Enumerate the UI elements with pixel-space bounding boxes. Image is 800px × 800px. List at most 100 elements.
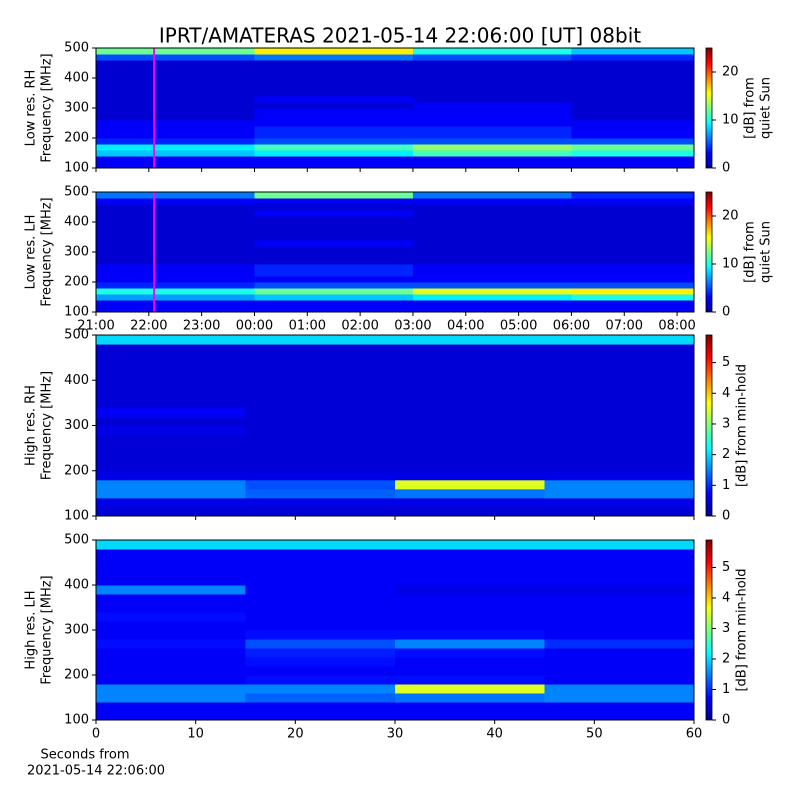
heat-cell [245,470,396,481]
heat-cell [96,204,255,211]
heat-cell [412,144,572,151]
heat-cell [245,693,396,703]
x-axis-label: 2021-05-14 22:06:00 [27,764,165,779]
heat-cell [395,639,545,649]
heat-cell [544,452,695,463]
colorbar-tick-label: 4 [722,590,730,605]
heat-cell [96,246,255,253]
heat-cell [96,138,255,145]
y-tick-label: 500 [64,185,89,200]
x-tick-label: 02:00 [341,319,378,334]
heat-cell [412,192,572,199]
heat-cell [395,702,545,712]
heat-cell [96,612,246,622]
colorbar-tick-label: 0 [722,305,730,320]
heat-cell [395,461,545,472]
heat-cell [395,711,545,721]
heat-cell [254,288,414,295]
heat-cell [544,479,695,490]
heat-cell [96,150,255,157]
heat-cell [96,371,246,381]
y-tick-label: 400 [64,578,89,593]
heat-cell [395,558,545,568]
x-tick-label: 07:00 [606,319,643,334]
heat-cell [245,585,396,595]
y-tick-label: 100 [64,713,89,728]
x-tick-label: 10 [187,727,204,742]
heat-cell [571,144,695,151]
x-tick-label: 08:00 [658,319,695,334]
y-axis-label: Low res. RH [24,70,39,147]
heat-cell [571,138,695,145]
heat-cell [254,108,414,115]
heat-cell [544,488,695,499]
heat-cell [245,639,396,649]
heat-cell [254,132,414,139]
heat-cell [395,675,545,685]
heat-cell [395,567,545,577]
heat-cell [245,612,396,622]
heat-cell [96,192,255,199]
heat-cell [96,470,246,481]
heat-cell [412,84,572,91]
heat-cell [544,353,695,363]
colorbar-label: quiet Sun [759,221,774,283]
heat-cell [544,362,695,372]
heat-cell [544,657,695,667]
heat-cell [96,162,255,169]
heat-cell [571,126,695,133]
colorbar-tick-label: 10 [722,257,739,272]
heat-cell [96,72,255,79]
y-axis-label: Frequency [MHz] [40,53,55,162]
heat-cell [245,630,396,640]
heat-cell [96,675,246,685]
heat-cell [412,150,572,157]
heat-cell [571,60,695,67]
heat-cell [96,461,246,472]
heat-cell [571,96,695,103]
heat-cell [245,353,396,363]
heat-cell [544,335,695,345]
heat-cell [544,344,695,354]
heat-cell [571,204,695,211]
heat-cell [245,567,396,577]
heat-cell [245,362,396,372]
heat-cell [571,246,695,253]
heat-cell [96,54,255,61]
heat-cell [571,84,695,91]
heat-cell [544,425,695,436]
heat-cell [254,306,414,313]
heat-cell [412,240,572,247]
heat-cell [96,90,255,97]
heat-cell [395,612,545,622]
heat-cell [254,90,414,97]
heat-cell [395,380,545,390]
colorbar [705,539,713,721]
heat-cell [245,576,396,586]
heat-cell [254,222,414,229]
heat-cell [571,300,695,307]
heat-cell [395,353,545,363]
heat-cell [254,156,414,163]
heat-cell [96,666,246,676]
heat-cell [544,443,695,454]
heat-cell [571,252,695,259]
heat-cell [395,603,545,613]
heat-cell [395,362,545,372]
heat-cell [96,443,246,454]
heat-cell [245,380,396,390]
heat-cell [412,198,572,205]
heat-cell [571,162,695,169]
heat-cell [412,210,572,217]
heat-cell [571,216,695,223]
heat-cell [544,684,695,694]
heat-cell [412,252,572,259]
heat-cell [412,120,572,127]
heat-cell [544,585,695,595]
heat-cell [412,132,572,139]
heat-cell [412,222,572,229]
heat-cell [571,114,695,121]
heat-cell [254,150,414,157]
y-tick-label: 300 [64,101,89,116]
heat-cell [571,240,695,247]
